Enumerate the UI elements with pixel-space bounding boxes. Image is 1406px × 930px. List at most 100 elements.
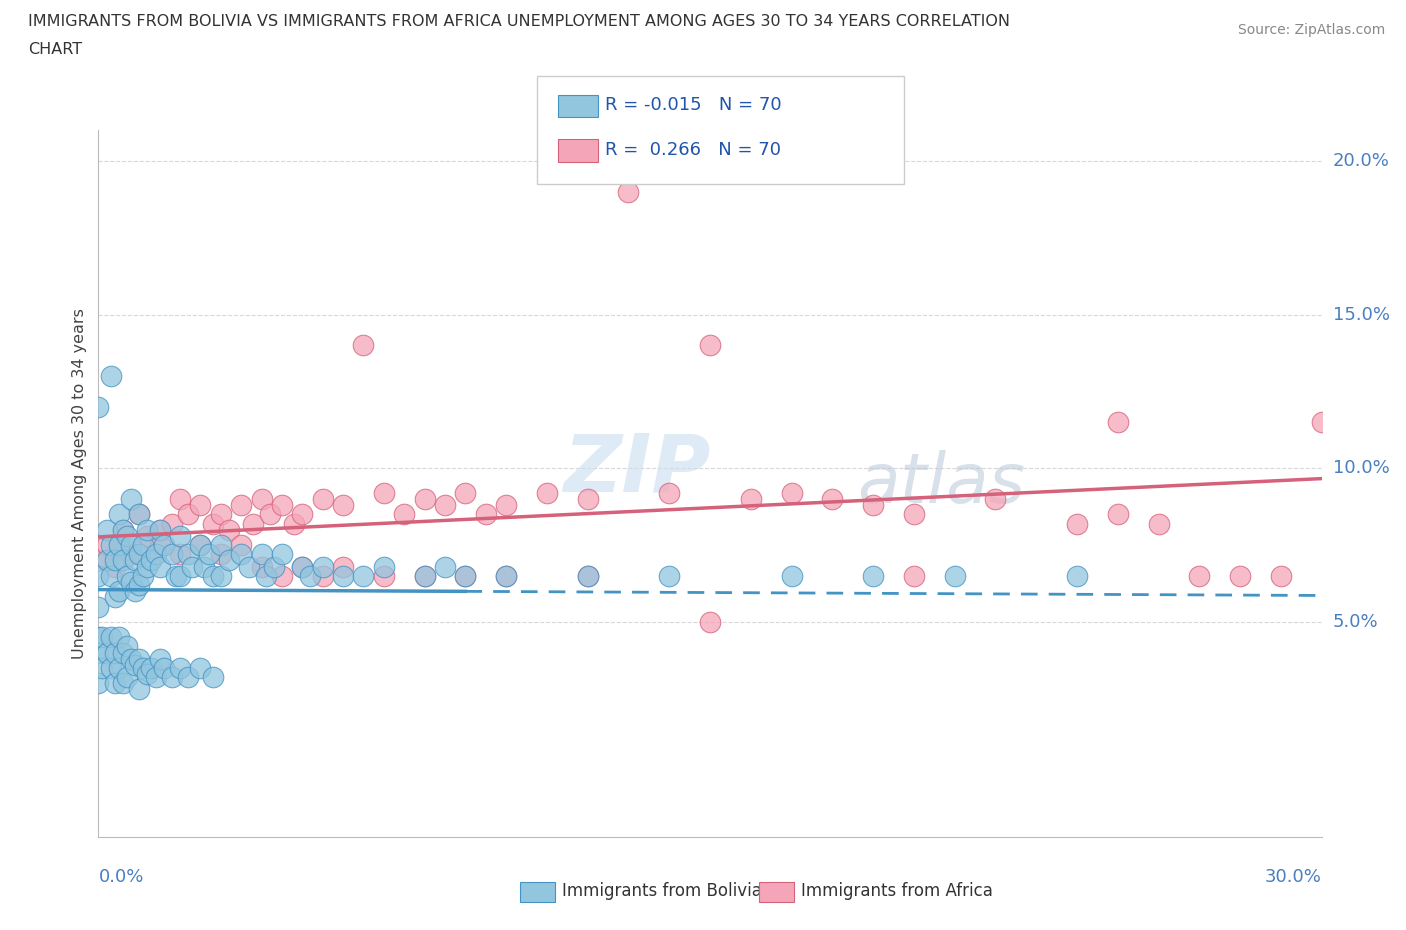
Point <box>740 492 762 507</box>
Point <box>177 547 200 562</box>
Point <box>1107 507 1129 522</box>
Text: ZIP: ZIP <box>564 431 710 509</box>
Y-axis label: Unemployment Among Ages 30 to 34 years: Unemployment Among Ages 30 to 34 years <box>72 308 87 659</box>
Point <box>263 559 285 574</box>
Point <box>576 568 599 583</box>
Point <box>87 645 110 660</box>
Point <box>413 492 436 507</box>
Point <box>124 553 146 568</box>
Point <box>149 559 172 574</box>
Point <box>91 630 114 644</box>
Point <box>120 575 142 590</box>
Point <box>120 492 142 507</box>
Point <box>903 507 925 522</box>
Point <box>96 645 118 660</box>
Text: Immigrants from Bolivia: Immigrants from Bolivia <box>562 882 762 900</box>
Point <box>160 670 183 684</box>
Point <box>108 630 131 644</box>
Point <box>100 660 122 675</box>
Point <box>177 507 200 522</box>
Point <box>128 578 150 592</box>
Point <box>943 568 966 583</box>
Point <box>108 660 131 675</box>
Point <box>1229 568 1251 583</box>
Point <box>197 547 219 562</box>
Point <box>108 584 131 599</box>
Point <box>169 528 191 543</box>
Point <box>160 516 183 531</box>
Point <box>115 528 138 543</box>
Point <box>299 568 322 583</box>
Point <box>454 485 477 500</box>
Point <box>104 645 127 660</box>
Point <box>658 568 681 583</box>
Point <box>108 538 131 552</box>
Point <box>495 498 517 512</box>
Text: 15.0%: 15.0% <box>1333 306 1389 324</box>
Point <box>87 553 110 568</box>
Point <box>149 651 172 666</box>
Point <box>780 568 803 583</box>
Point <box>332 498 354 512</box>
Point <box>169 660 191 675</box>
Point <box>160 547 183 562</box>
Point <box>495 568 517 583</box>
Point <box>201 670 224 684</box>
Point <box>104 559 127 574</box>
Point <box>87 568 110 583</box>
Point <box>104 553 127 568</box>
Point <box>128 547 150 562</box>
Point <box>152 538 174 552</box>
Point <box>111 523 134 538</box>
Point <box>231 498 253 512</box>
Point <box>136 523 159 538</box>
Point <box>177 670 200 684</box>
Point <box>111 676 134 691</box>
Point <box>96 553 118 568</box>
Point <box>291 507 314 522</box>
Point <box>259 507 281 522</box>
Point <box>87 599 110 614</box>
Point <box>201 516 224 531</box>
Point <box>352 338 374 352</box>
Point <box>254 568 277 583</box>
Point <box>100 538 122 552</box>
Point <box>699 338 721 352</box>
Point <box>270 498 294 512</box>
Point <box>332 559 354 574</box>
Point <box>283 516 305 531</box>
Text: IMMIGRANTS FROM BOLIVIA VS IMMIGRANTS FROM AFRICA UNEMPLOYMENT AMONG AGES 30 TO : IMMIGRANTS FROM BOLIVIA VS IMMIGRANTS FR… <box>28 14 1010 29</box>
Point <box>903 568 925 583</box>
Point <box>373 568 395 583</box>
Point <box>1066 568 1088 583</box>
Point <box>1270 568 1292 583</box>
Point <box>699 615 721 630</box>
Point <box>474 507 498 522</box>
Point <box>87 399 110 414</box>
Text: 0.0%: 0.0% <box>98 868 143 885</box>
Point <box>218 523 240 538</box>
Point <box>149 538 172 552</box>
Text: Immigrants from Africa: Immigrants from Africa <box>801 882 993 900</box>
Point <box>87 676 110 691</box>
Point <box>536 485 558 500</box>
Point <box>218 553 240 568</box>
Point <box>100 568 122 583</box>
Point <box>149 523 172 538</box>
Point <box>862 568 884 583</box>
Text: 5.0%: 5.0% <box>1333 613 1378 631</box>
Text: atlas: atlas <box>856 450 1025 517</box>
Point <box>96 523 118 538</box>
Point <box>128 682 150 697</box>
Point <box>373 485 395 500</box>
Point <box>209 507 232 522</box>
Point <box>984 492 1007 507</box>
Point <box>115 670 138 684</box>
Point <box>250 559 273 574</box>
Point <box>312 568 335 583</box>
Text: R =  0.266   N = 70: R = 0.266 N = 70 <box>605 140 780 159</box>
Point <box>181 559 204 574</box>
Point <box>120 651 142 666</box>
Point <box>352 568 374 583</box>
Point <box>165 568 187 583</box>
